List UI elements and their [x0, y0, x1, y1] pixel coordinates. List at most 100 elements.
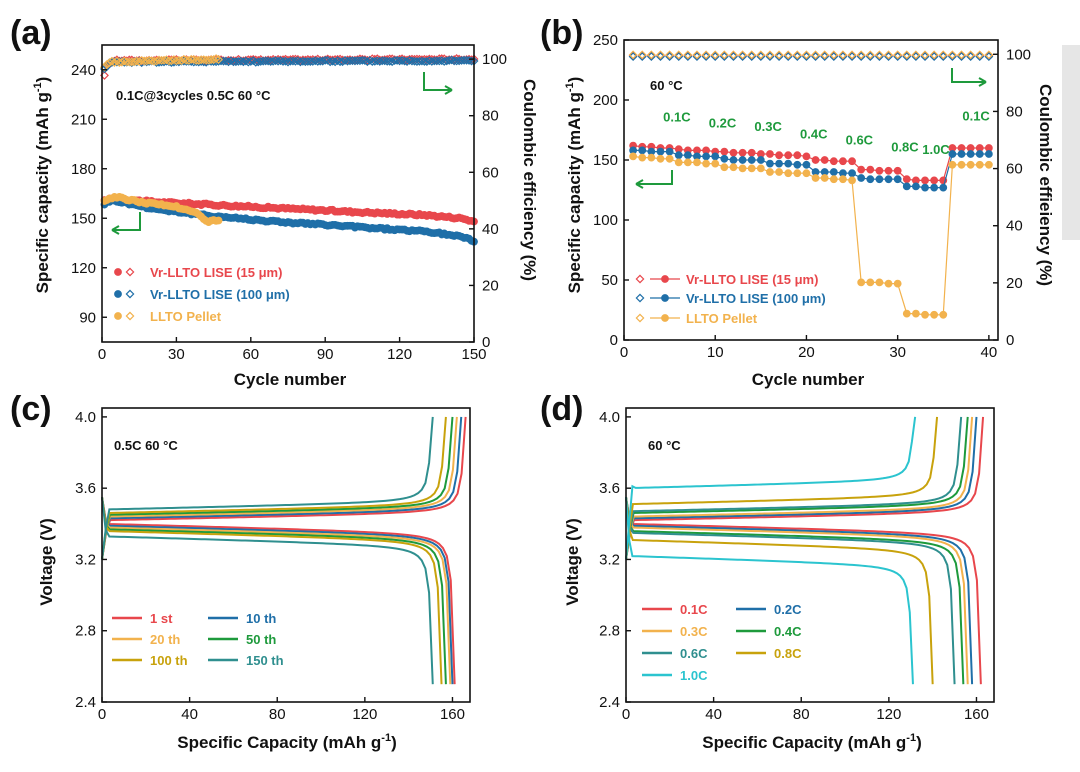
a-right-arrow-head: [444, 85, 453, 91]
b-left-arrow-head: [635, 179, 644, 185]
panel-a-ylabel: Specific capacity (mAh g-1): [32, 77, 52, 294]
b-rate-label: 0.8C: [891, 140, 919, 155]
a-efficiency-point: [179, 54, 189, 64]
b-legend-marker: [635, 313, 645, 323]
b-efficiency-point: [719, 51, 729, 61]
c-ytick-label: 3.2: [75, 551, 96, 568]
b-legend-label: Vr-LLTO LISE (15 μm): [686, 272, 818, 287]
b-capacity-point: [957, 160, 966, 169]
b-capacity-point: [921, 310, 929, 319]
b-capacity-point: [720, 147, 729, 156]
b-capacity-point: [839, 157, 847, 166]
b-efficiency-point: [792, 51, 802, 61]
c-legend-label: 20 th: [150, 632, 180, 647]
panel-a-y2tick-label: 80: [482, 108, 499, 125]
b-efficiency-point: [674, 51, 684, 61]
c-discharge-curve: [101, 496, 452, 685]
panel-d-xlabel: Specific Capacity (mAh g-1): [702, 732, 922, 752]
b-efficiency-point: [747, 50, 757, 60]
a-legend-label: Vr-LLTO LISE (100 μm): [150, 287, 290, 302]
panel-a-ytick-label: 180: [71, 161, 96, 178]
b-capacity-point: [848, 157, 856, 166]
panel-b-letter: (b): [540, 14, 583, 52]
b-efficiency-point: [665, 50, 675, 60]
d-legend-label: 0.8C: [774, 646, 802, 661]
b-efficiency-point: [966, 51, 976, 61]
a-efficiency-point: [335, 57, 345, 67]
a-efficiency-point: [149, 56, 159, 66]
b-capacity-point: [875, 278, 884, 287]
b-capacity-point: [884, 279, 893, 288]
b-efficiency-point: [719, 50, 729, 60]
b-right-arrow-head: [978, 81, 987, 87]
panel-b-xlabel: Cycle number: [752, 370, 865, 389]
a-efficiency-point: [144, 55, 154, 65]
b-capacity-point: [966, 150, 975, 158]
b-capacity-point: [893, 279, 902, 288]
b-efficiency-point: [984, 50, 994, 60]
b-capacity-point: [802, 169, 811, 178]
b-efficiency-point: [811, 50, 821, 60]
panel-b-marks: 0.1C 0.2C 0.3C 0.4C 0.6C 0.8C 1.0C 0.1C 0 10 20 30 4…: [593, 32, 1031, 361]
a-efficiency-point: [357, 54, 367, 64]
d-xtick-label: 40: [705, 706, 722, 723]
panel-a-frame: [101, 44, 475, 343]
b-capacity-line: [633, 145, 989, 181]
b-capacity-point: [629, 152, 638, 161]
b-efficiency-point: [637, 50, 647, 60]
b-efficiency-point: [774, 51, 784, 61]
a-legend-label: Vr-LLTO LISE (15 μm): [150, 265, 282, 280]
d-ytick-label: 3.2: [599, 551, 620, 568]
c-legend-label: 100 th: [150, 653, 188, 668]
b-efficiency-point: [628, 50, 638, 60]
b-efficiency-point: [856, 50, 866, 60]
c-xtick-label: 0: [98, 706, 106, 723]
a-efficiency-point: [447, 55, 457, 65]
b-capacity-point: [930, 310, 939, 319]
b-efficiency-point: [637, 51, 647, 61]
b-efficiency-point: [856, 51, 866, 61]
a-efficiency-point: [112, 56, 122, 66]
c-ytick-label: 2.4: [75, 694, 96, 711]
b-capacity-point: [930, 176, 939, 185]
b-legend-marker: [661, 314, 669, 322]
b-efficiency-point: [902, 51, 912, 61]
b-rate-label: 0.3C: [754, 119, 782, 134]
b-capacity-point: [902, 182, 911, 191]
d-discharge-curve: [625, 496, 982, 685]
panel-a-xtick-label: 90: [317, 346, 334, 363]
panel-b-y2label: Coulombic effieiency (%): [1036, 84, 1055, 286]
b-capacity-point: [729, 148, 738, 157]
panel-a-ytick-label: 90: [79, 309, 96, 326]
b-capacity-point: [766, 159, 774, 168]
b-capacity-point: [884, 175, 893, 184]
panel-d: (d) 0 40 80 120 160 2.4 2.8 3.2 3.6 4.0 0.1C 0.2C 0.…: [540, 390, 995, 752]
panel-a-xtick-label: 0: [98, 346, 106, 363]
b-capacity-point: [647, 153, 656, 162]
b-efficiency-point: [747, 51, 757, 61]
b-efficiency-point: [893, 50, 903, 60]
panel-b: (b) 0.1C 0.2C 0.3C 0.4C 0.6C 0.8C 1.0C 0.1C 0 10 2…: [540, 14, 1055, 389]
b-efficiency-point: [957, 50, 966, 60]
b-capacity-point: [829, 157, 838, 166]
panel-a-xtick-label: 120: [387, 346, 412, 363]
b-efficiency-point: [957, 51, 966, 61]
panel-c: (c) 0 40 80 120 160 2.4 2.8 3.2 3.6 4.0 1 st 10 th 2…: [10, 390, 471, 752]
b-efficiency-point: [646, 50, 656, 60]
b-efficiency-point: [902, 50, 912, 60]
panel-a-marks: 0 30 60 90 120 150 90 120 150 180 210 240 0 20 40 60 80 1…: [71, 44, 507, 363]
c-ytick-label: 2.8: [75, 623, 96, 640]
a-efficiency-point: [119, 56, 129, 66]
b-efficiency-point: [792, 50, 802, 60]
b-capacity-point: [784, 169, 793, 178]
b-capacity-line: [633, 149, 989, 189]
c-discharge-curve: [101, 496, 443, 685]
b-efficiency-point: [701, 50, 711, 60]
d-legend-label: 0.1C: [680, 602, 708, 617]
b-efficiency-point: [729, 50, 738, 60]
b-capacity-point: [756, 156, 765, 164]
b-efficiency-point: [838, 50, 848, 60]
panel-a-ytick-label: 150: [71, 210, 96, 227]
b-capacity-point: [848, 169, 856, 178]
